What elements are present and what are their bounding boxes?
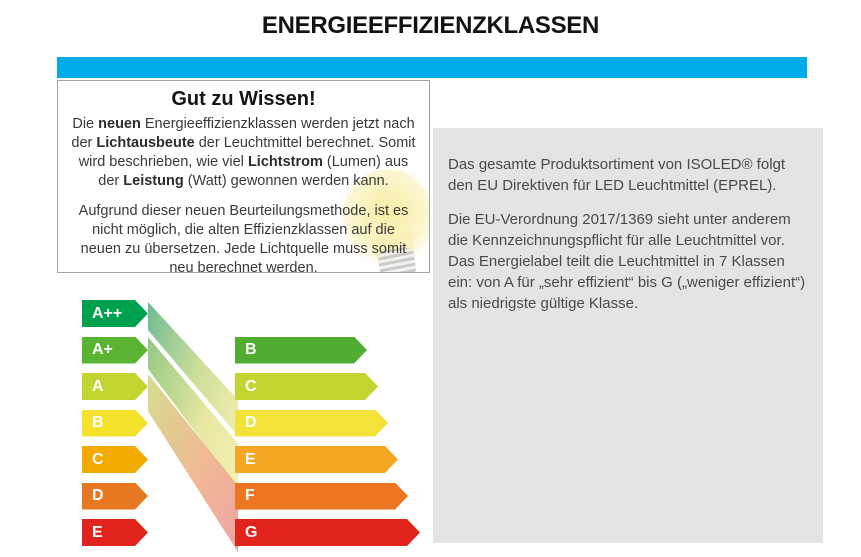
accent-bar — [57, 57, 807, 78]
side-panel: Das gesamte Produktsortiment von ISOLED®… — [433, 128, 823, 543]
energy-class-label: F — [245, 487, 255, 504]
energy-class-label: B — [245, 341, 257, 358]
energy-arrow-old-A+: A+ — [82, 337, 148, 364]
transition-ribbon-2 — [148, 337, 238, 489]
energy-arrow-new-F: F — [235, 483, 408, 510]
energy-arrow-new-B: B — [235, 337, 367, 364]
info-paragraph-2: Aufgrund dieser neuen Beurteilungsmethod… — [78, 203, 409, 273]
energy-class-label: E — [92, 523, 103, 541]
energy-arrow-old-B: B — [82, 410, 148, 437]
energy-arrow-new-C: C — [235, 373, 378, 400]
energy-arrow-new-G: G — [235, 519, 420, 546]
info-paragraph-1: Die neuen Energieeffizienzklassen werden… — [71, 116, 416, 189]
energy-arrow-old-A++: A++ — [82, 300, 148, 327]
energy-arrow-old-A: A — [82, 373, 148, 400]
energy-class-label: C — [92, 450, 104, 468]
energy-class-label: G — [245, 523, 258, 541]
energy-arrow-old-C: C — [82, 446, 148, 473]
energy-class-label: A+ — [92, 341, 113, 358]
info-box: Gut zu Wissen! Die neuen Energieeffizien… — [57, 80, 430, 273]
energy-arrow-new-E: E — [235, 446, 398, 473]
side-panel-paragraph-1: Das gesamte Produktsortiment von ISOLED®… — [448, 156, 786, 194]
transition-ribbon-1 — [148, 302, 238, 436]
energy-arrow-new-D: D — [235, 410, 388, 437]
energy-class-label: E — [245, 450, 256, 468]
energy-class-label: C — [245, 377, 257, 395]
energy-class-label: D — [92, 487, 104, 504]
energy-arrow-old-D: D — [82, 483, 148, 510]
transition-ribbon-3 — [148, 374, 238, 552]
info-box-heading: Gut zu Wissen! — [171, 88, 316, 110]
energy-class-label: D — [245, 414, 257, 431]
energy-class-label: B — [92, 414, 104, 431]
side-panel-paragraph-2: Die EU-Verordnung 2017/1369 sieht unter … — [448, 211, 806, 312]
energy-class-label: A++ — [92, 304, 123, 322]
page-title: ENERGIEEFFIZIENZKLASSEN — [261, 12, 600, 39]
energy-class-label: A — [92, 377, 104, 395]
energy-arrow-old-E: E — [82, 519, 148, 546]
